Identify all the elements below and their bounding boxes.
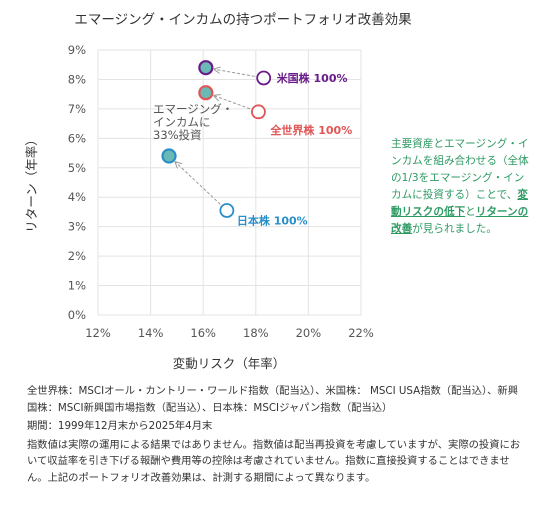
point-label: 日本株 100% bbox=[237, 213, 308, 227]
y-tick-label: 2% bbox=[68, 249, 86, 263]
x-axis-ticks: 12% 14% 16% 18% 20% 22% bbox=[85, 326, 374, 340]
grid bbox=[97, 49, 362, 316]
data-points bbox=[161, 60, 272, 218]
footnote-disclaimer: 指数値は実際の運用による結果ではありません。指数値は配当再投資を考慮していますが… bbox=[27, 438, 521, 484]
asset-100-point bbox=[251, 104, 266, 120]
note-text-3: が見られました。 bbox=[412, 223, 497, 235]
asset-100-point bbox=[256, 70, 272, 86]
point-labels: 米国株 100% 全世界株 100% 日本株 100% bbox=[237, 71, 352, 228]
footnotes: 全世界株：MSCIオール・カントリー・ワールド指数（配当込）、米国株： MSCI… bbox=[27, 383, 527, 488]
y-tick-label: 7% bbox=[68, 102, 86, 116]
blended-portfolio-point bbox=[161, 148, 177, 164]
blended-portfolio-point bbox=[198, 85, 214, 101]
y-tick-label: 3% bbox=[68, 220, 86, 234]
y-tick-label: 4% bbox=[68, 190, 86, 204]
chart-title: エマージング・インカムの持つポートフォリオ改善効果 bbox=[74, 12, 412, 28]
x-tick-label: 14% bbox=[138, 326, 164, 340]
x-tick-label: 16% bbox=[190, 326, 216, 340]
x-tick-label: 20% bbox=[296, 326, 322, 340]
improvement-arrow bbox=[215, 69, 255, 77]
y-axis-ticks: 0% 1% 2% 3% 4% 5% 6% 7% 8% 9% bbox=[68, 43, 86, 322]
improvement-arrow bbox=[176, 162, 221, 205]
y-tick-label: 8% bbox=[68, 72, 86, 86]
point-label: 米国株 100% bbox=[276, 71, 348, 85]
blended-portfolio-point bbox=[198, 60, 214, 76]
footnote-sources: 全世界株：MSCIオール・カントリー・ワールド指数（配当込）、米国株： MSCI… bbox=[27, 385, 519, 414]
summary-note: 主要資産とエマージング・インカムを組み合わせる（全体の1/3をエマージング・イン… bbox=[391, 136, 531, 238]
chart: エマージング・インカムの持つポートフォリオ改善効果 0% 1% 2% 3% 4% 5% 6%… bbox=[24, 12, 412, 371]
y-tick-label: 1% bbox=[68, 279, 86, 293]
x-tick-label: 18% bbox=[243, 326, 269, 340]
asset-100-point bbox=[219, 203, 235, 218]
y-axis-label: リターン（年率） bbox=[24, 133, 39, 232]
footnote-period: 期間：1999年12月末から2025年4月末 bbox=[27, 420, 213, 432]
y-tick-label: 0% bbox=[68, 308, 86, 322]
x-axis-label: 変動リスク（年率） bbox=[173, 356, 286, 371]
x-tick-label: 22% bbox=[348, 326, 374, 340]
note-bold-risk: 変動リスクの低下 bbox=[391, 189, 528, 218]
x-tick-label: 12% bbox=[85, 326, 111, 340]
improvement-arrow bbox=[214, 96, 251, 110]
annotation-emerging-income: エマージング・インカムに 33%投資 bbox=[153, 102, 233, 142]
note-text-1: 主要資産とエマージング・インカムを組み合わせる（全体の1/3をエマージング・イン… bbox=[391, 138, 529, 201]
arrows bbox=[176, 69, 255, 205]
note-text-2: と bbox=[465, 206, 476, 218]
y-tick-label: 9% bbox=[68, 43, 86, 57]
y-tick-label: 6% bbox=[68, 131, 86, 145]
note-bold-return: リターンの改善 bbox=[391, 206, 529, 235]
y-tick-label: 5% bbox=[68, 161, 86, 175]
point-label: 全世界株 100% bbox=[269, 123, 352, 137]
